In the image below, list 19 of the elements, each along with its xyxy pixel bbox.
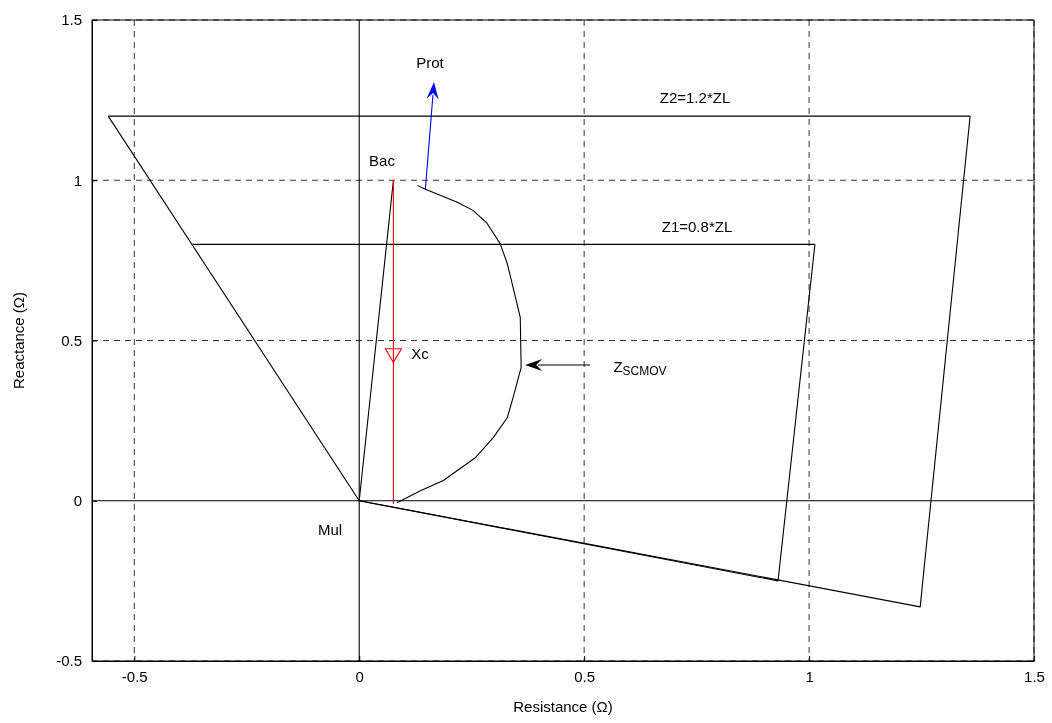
x-axis-title: Resistance (Ω) <box>513 698 613 715</box>
y-tick-label: 1.5 <box>61 11 82 29</box>
x-tick-label: 1.5 <box>1024 667 1045 685</box>
annotation: Bac <box>369 151 396 169</box>
annotation: Xc <box>411 344 430 362</box>
x-tick-label: 0.5 <box>574 667 596 685</box>
y-tick-label: 0 <box>73 492 82 510</box>
annotation: Mul <box>317 520 343 538</box>
annotation: Z2=1.2*ZL <box>659 88 731 106</box>
x-tick-label: 1 <box>805 667 814 685</box>
x-tick-label: 0 <box>355 667 364 685</box>
annotation: Z$_{SCMOV}$ <box>613 357 667 379</box>
annotation: Z1=0.8*ZL <box>661 217 733 235</box>
y-axis-title: Reactance (Ω) <box>10 291 27 390</box>
x-tick-label: -0.5 <box>121 667 148 685</box>
annotation: Prot <box>416 53 445 71</box>
y-tick-label: -0.5 <box>56 652 82 670</box>
y-tick-label: 1 <box>73 171 82 189</box>
y-tick-label: 0.5 <box>61 331 82 349</box>
